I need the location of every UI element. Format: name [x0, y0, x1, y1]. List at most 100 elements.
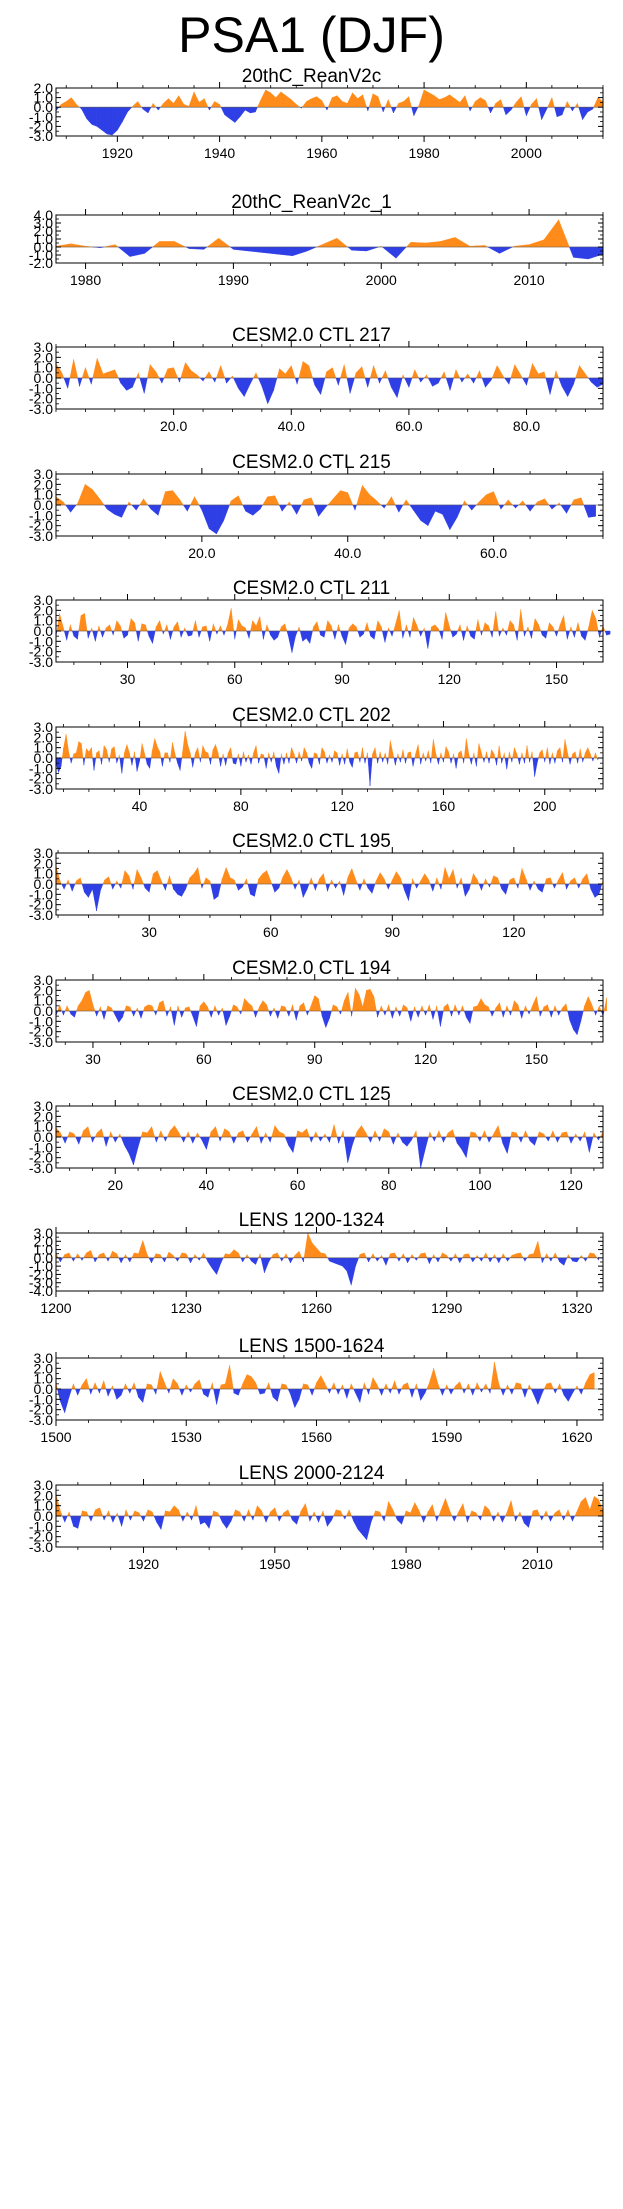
negative-area	[416, 1136, 421, 1169]
negative-area	[573, 1010, 578, 1036]
positive-area	[442, 1252, 447, 1259]
panel-title: CESM2.0 CTL 195	[232, 831, 391, 852]
positive-area	[454, 98, 461, 108]
positive-area	[562, 739, 566, 759]
positive-area	[135, 1007, 138, 1012]
negative-area	[437, 1257, 441, 1263]
negative-area	[429, 1257, 433, 1264]
positive-area	[124, 1005, 127, 1012]
negative-area	[284, 1136, 289, 1146]
negative-area	[226, 377, 232, 384]
positive-area	[154, 738, 158, 759]
positive-area	[257, 1006, 260, 1012]
negative-area	[115, 1136, 119, 1143]
positive-area	[259, 1253, 262, 1259]
negative-area	[411, 107, 415, 116]
negative-area	[468, 630, 471, 637]
positive-area	[556, 879, 559, 885]
positive-area	[452, 1004, 456, 1012]
positive-area	[425, 241, 441, 248]
positive-area	[225, 1365, 230, 1390]
negative-area	[569, 246, 574, 258]
positive-area	[281, 1383, 287, 1390]
positive-area	[401, 749, 404, 759]
negative-area	[325, 883, 328, 892]
negative-area	[320, 630, 325, 638]
positive-area	[505, 1384, 508, 1390]
positive-area	[112, 1385, 114, 1390]
negative-area	[234, 107, 241, 124]
negative-area	[81, 1257, 84, 1262]
x-tick-label: 100	[468, 1177, 492, 1193]
negative-area	[177, 377, 180, 383]
positive-area	[459, 1381, 463, 1390]
positive-area	[199, 1001, 205, 1012]
negative-area	[420, 630, 424, 637]
positive-area	[280, 876, 284, 885]
negative-area	[118, 883, 122, 889]
positive-area	[156, 1371, 161, 1390]
positive-area	[539, 749, 543, 759]
positive-area	[146, 1254, 150, 1259]
positive-area	[70, 243, 86, 248]
negative-area	[116, 1388, 122, 1400]
negative-area	[168, 630, 171, 640]
positive-area	[347, 492, 354, 506]
positive-area	[259, 999, 264, 1012]
y-tick-label: 2.0	[34, 729, 54, 745]
negative-area	[542, 883, 545, 893]
negative-area	[432, 1010, 436, 1020]
negative-area	[89, 1388, 91, 1395]
positive-area	[316, 1374, 322, 1390]
negative-area	[160, 1515, 165, 1530]
positive-area	[117, 1512, 119, 1517]
positive-area	[326, 367, 333, 379]
negative-area	[577, 757, 579, 764]
y-tick-label: -2.0	[29, 771, 53, 787]
positive-area	[510, 364, 515, 379]
positive-area	[166, 875, 170, 885]
negative-area	[238, 1388, 241, 1396]
positive-area	[252, 372, 257, 379]
y-tick-label: 2.0	[34, 1487, 54, 1503]
series-area	[55, 89, 604, 136]
positive-area	[144, 1004, 149, 1012]
negative-area	[568, 757, 571, 765]
positive-area	[554, 1509, 560, 1517]
positive-area	[489, 1509, 492, 1517]
negative-area	[262, 246, 278, 255]
negative-area	[526, 377, 529, 386]
negative-area	[170, 630, 174, 640]
negative-area	[508, 1010, 511, 1016]
negative-area	[354, 504, 357, 511]
positive-area	[238, 1252, 242, 1259]
positive-area	[497, 877, 501, 885]
negative-area	[318, 1515, 322, 1523]
positive-area	[180, 362, 186, 379]
negative-area	[154, 1136, 157, 1143]
positive-area	[102, 879, 105, 885]
positive-area	[313, 1511, 317, 1517]
negative-area	[282, 757, 285, 765]
positive-area	[189, 873, 194, 885]
positive-area	[410, 751, 412, 759]
negative-area	[222, 630, 225, 636]
positive-area	[229, 1249, 235, 1259]
negative-area	[209, 630, 213, 642]
positive-area	[184, 731, 188, 759]
positive-area	[377, 619, 382, 632]
y-tick-label: 2.0	[34, 349, 54, 365]
positive-area	[574, 1385, 578, 1390]
negative-area	[554, 107, 558, 117]
negative-area	[143, 1515, 146, 1522]
y-tick-label: 3.0	[34, 466, 54, 482]
positive-area	[277, 1252, 281, 1259]
negative-area	[432, 883, 436, 892]
negative-area	[233, 246, 249, 252]
positive-area	[509, 751, 512, 759]
positive-area	[400, 1252, 404, 1259]
negative-area	[253, 1010, 256, 1018]
negative-area	[490, 107, 494, 114]
negative-area	[471, 504, 477, 511]
